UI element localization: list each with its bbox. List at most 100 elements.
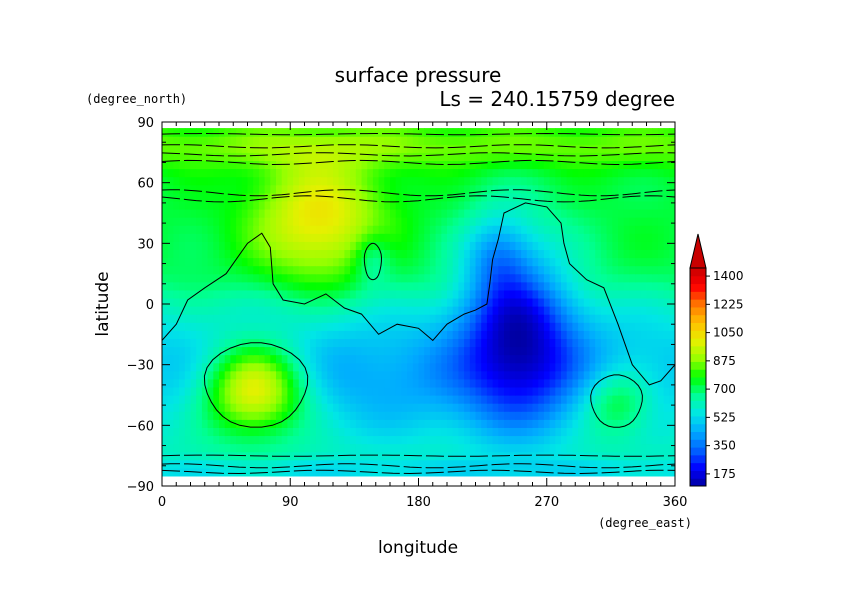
heat-cell — [162, 184, 169, 194]
heat-cell — [595, 217, 602, 226]
heat-cell — [327, 144, 334, 153]
heat-cell — [281, 370, 288, 380]
heat-cell — [361, 435, 368, 445]
heat-cell — [498, 395, 505, 404]
heat-cell — [646, 152, 653, 162]
heat-cell — [315, 427, 323, 437]
heat-cell — [583, 459, 591, 469]
heat-cell — [629, 419, 636, 428]
heat-cell — [304, 419, 311, 428]
heat-cell — [196, 338, 203, 348]
heat-cell — [384, 378, 391, 388]
heat-cell — [390, 411, 397, 420]
heat-cell — [612, 265, 619, 275]
heat-cell — [561, 322, 568, 331]
heat-cell — [521, 217, 528, 226]
heat-cell — [578, 443, 585, 453]
heat-cell — [543, 419, 551, 428]
heat-cell — [566, 257, 573, 267]
heat-cell — [167, 160, 174, 170]
heat-cell — [663, 160, 670, 170]
heat-cell — [384, 386, 391, 396]
heat-cell — [504, 435, 511, 445]
heat-cell — [618, 200, 625, 210]
heat-cell — [407, 208, 414, 218]
heat-cell — [207, 225, 214, 234]
colorbar-segment — [690, 283, 706, 292]
heat-cell — [338, 160, 345, 170]
heat-cell — [184, 443, 192, 453]
heat-cell — [196, 184, 203, 194]
heat-cell — [407, 467, 414, 477]
heat-cell — [526, 192, 534, 202]
heat-cell — [162, 370, 169, 380]
heat-cell — [589, 395, 596, 404]
heat-cell — [207, 330, 214, 339]
heat-cell — [241, 160, 249, 170]
heat-cell — [184, 152, 192, 162]
heat-cell — [207, 362, 214, 372]
heat-cell — [412, 176, 420, 186]
heat-cell — [578, 289, 585, 299]
heat-cell — [646, 467, 653, 477]
heat-cell — [241, 281, 249, 291]
heat-cell — [429, 419, 437, 428]
heat-cell — [253, 403, 260, 412]
heat-cell — [623, 314, 630, 323]
heat-cell — [253, 265, 260, 275]
heat-cell — [253, 435, 260, 445]
heat-cell — [390, 249, 397, 259]
heat-cell — [162, 338, 169, 348]
heat-cell — [321, 386, 328, 396]
heat-cell — [555, 281, 562, 291]
heat-cell — [207, 403, 214, 412]
heat-cell — [412, 370, 420, 380]
heat-cell — [652, 419, 659, 428]
heat-cell — [629, 257, 636, 267]
heat-cell — [287, 338, 294, 348]
heat-cell — [583, 225, 591, 234]
heat-cell — [372, 395, 380, 404]
heat-cell — [640, 314, 648, 323]
heat-cell — [618, 419, 625, 428]
heat-cell — [190, 152, 197, 162]
heat-cell — [447, 411, 454, 420]
heat-cell — [555, 443, 562, 453]
heat-cell — [486, 184, 494, 194]
heat-cell — [618, 443, 625, 453]
heat-cell — [504, 346, 511, 356]
heat-cell — [549, 314, 556, 323]
heat-cell — [618, 192, 625, 202]
heat-cell — [509, 419, 516, 428]
heat-cell — [344, 225, 351, 234]
heat-cell — [418, 467, 425, 477]
heat-cell — [521, 225, 528, 234]
heat-cell — [521, 338, 528, 348]
heat-cell — [384, 370, 391, 380]
heat-cell — [532, 297, 539, 307]
heat-cell — [184, 314, 192, 323]
heat-cell — [201, 144, 209, 153]
heat-cell — [184, 225, 192, 234]
heat-cell — [333, 427, 340, 437]
heat-cell — [469, 346, 477, 356]
heat-cell — [623, 354, 630, 364]
heat-cell — [646, 443, 653, 453]
heat-cell — [173, 265, 180, 275]
heat-cell — [407, 241, 414, 250]
heat-cell — [412, 217, 420, 226]
heat-cell — [538, 200, 545, 210]
heat-cell — [538, 354, 545, 364]
heat-cell — [236, 289, 243, 299]
heat-cell — [219, 467, 226, 477]
heat-cell — [464, 192, 471, 202]
heat-cell — [407, 192, 414, 202]
heat-cell — [258, 128, 266, 137]
heat-cell — [247, 403, 254, 412]
heat-cell — [595, 386, 602, 396]
heat-cell — [498, 427, 505, 437]
heat-cell — [583, 200, 591, 210]
heat-cell — [481, 322, 488, 331]
heat-cell — [464, 354, 471, 364]
heat-cell — [327, 314, 334, 323]
